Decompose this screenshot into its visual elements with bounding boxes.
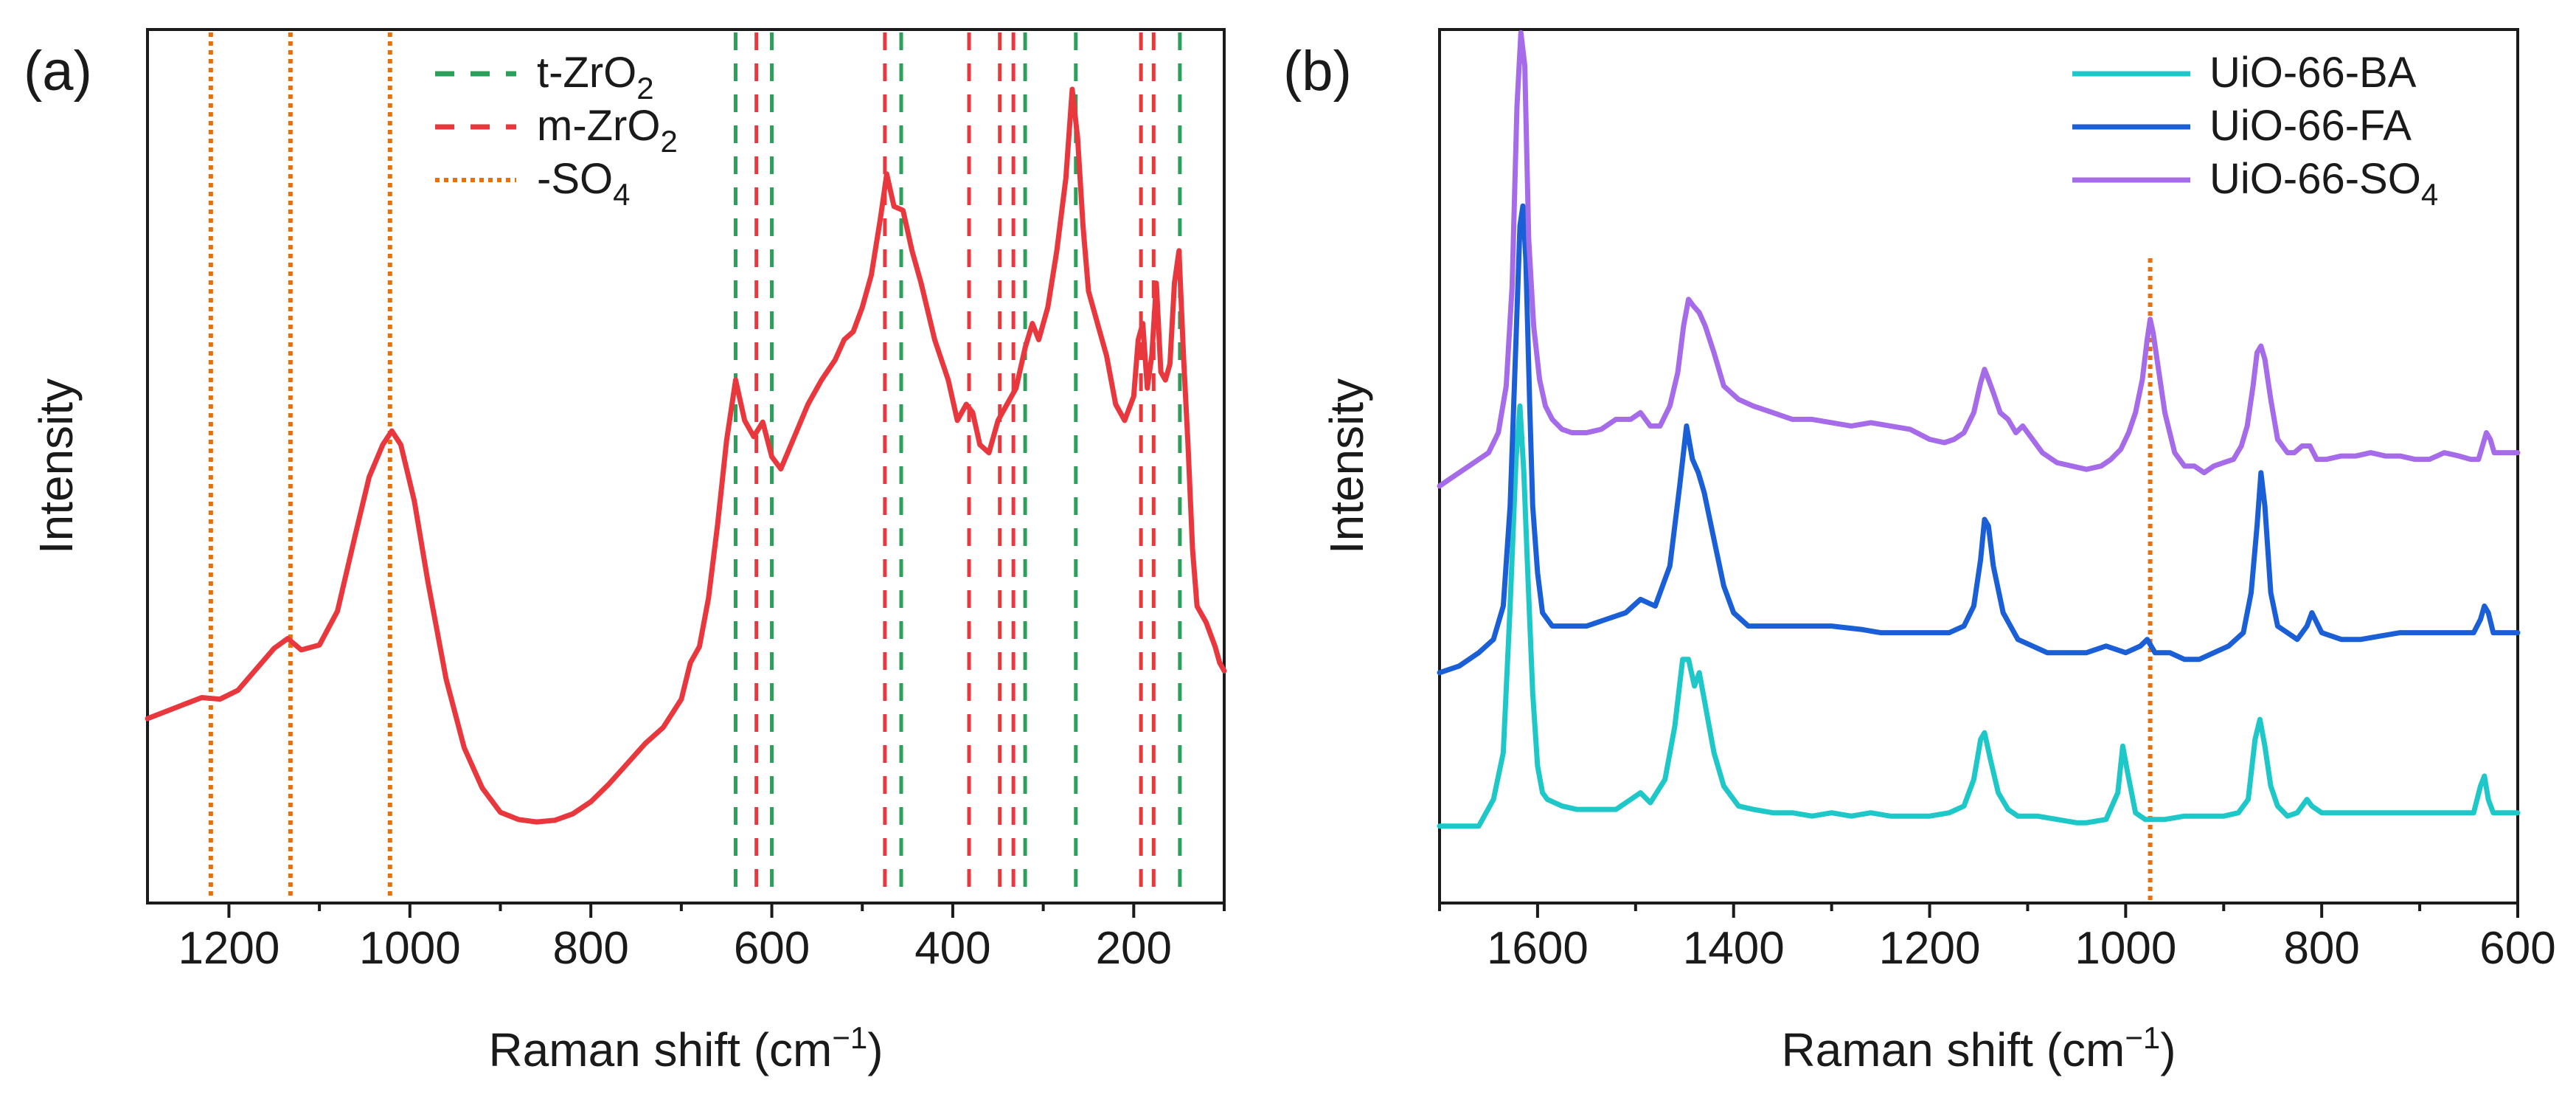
x-tick-label-1400: 1400 (1683, 923, 1785, 974)
panel-a-y-axis-label: Intensity (29, 378, 83, 554)
series-line-uio-66-ba (1437, 403, 2521, 829)
panel-b: (b) 1600 1400 1200 1000 800 600 UiO-66-BAUiO-… (1283, 28, 2556, 1076)
x-tick-label-1000: 1000 (359, 923, 461, 974)
panel-b-plot-frame (1438, 28, 2519, 904)
x-tick-label-200: 200 (1096, 923, 1172, 974)
panel-b-y-axis-label: Intensity (1320, 378, 1373, 554)
panel-a: (a) 1200 1000 800 600 400 200 t-ZrO2m-ZrO2-SO… (24, 28, 1227, 1076)
panel-a-series (145, 86, 1227, 825)
panel-b-x-axis-label-end: ) (2160, 1023, 2176, 1076)
panel-a-x-axis-label-sup: −1 (832, 1020, 867, 1055)
panel-b-x-axis-label: Raman shift (cm−1) (1781, 1020, 2176, 1076)
x-tick-label-800: 800 (2283, 923, 2359, 974)
x-tick-label-1200: 1200 (1879, 923, 1981, 974)
panel-b-x-ticks: 1600 1400 1200 1000 800 600 (1438, 903, 2556, 974)
panel-a-x-axis-label: Raman shift (cm−1) (488, 1020, 883, 1076)
legend-label-so4: -SO4 (537, 155, 630, 212)
panel-b-x-axis-label-sup: −1 (2125, 1020, 2160, 1055)
panel-b-series (1437, 30, 2521, 829)
legend-label-uio-66-fa: UiO-66-FA (2209, 102, 2412, 150)
legend-label-t-zro2: t-ZrO2 (537, 49, 654, 105)
panel-a-x-axis-label-end: ) (867, 1023, 883, 1076)
legend-label-m-zro2: m-ZrO2 (537, 102, 678, 159)
legend-label-uio-66-ba: UiO-66-BA (2209, 49, 2417, 97)
x-tick-label-1200: 1200 (178, 923, 280, 974)
x-tick-label-600: 600 (734, 923, 810, 974)
x-tick-label-600: 600 (2479, 923, 2555, 974)
panel-b-legend: UiO-66-BA UiO-66-FA UiO-66-SO4 (2072, 49, 2438, 212)
panel-a-reference-lines (208, 32, 1182, 900)
x-tick-label-1600: 1600 (1487, 923, 1589, 974)
x-tick-label-800: 800 (552, 923, 628, 974)
panel-a-label: (a) (24, 40, 92, 103)
x-tick-label-1000: 1000 (2075, 923, 2176, 974)
x-tick-label-400: 400 (914, 923, 990, 974)
series-line-uio-66-so4 (1437, 30, 2521, 489)
panel-b-label: (b) (1283, 40, 1352, 103)
panel-a-plot-frame (146, 28, 1226, 904)
series-line-uio-66-fa (1437, 203, 2521, 676)
series-line-spectrum (145, 86, 1227, 825)
panel-a-x-ticks: 1200 1000 800 600 400 200 (178, 903, 1226, 974)
legend-label-uio-66-so4: UiO-66-SO4 (2209, 155, 2438, 212)
